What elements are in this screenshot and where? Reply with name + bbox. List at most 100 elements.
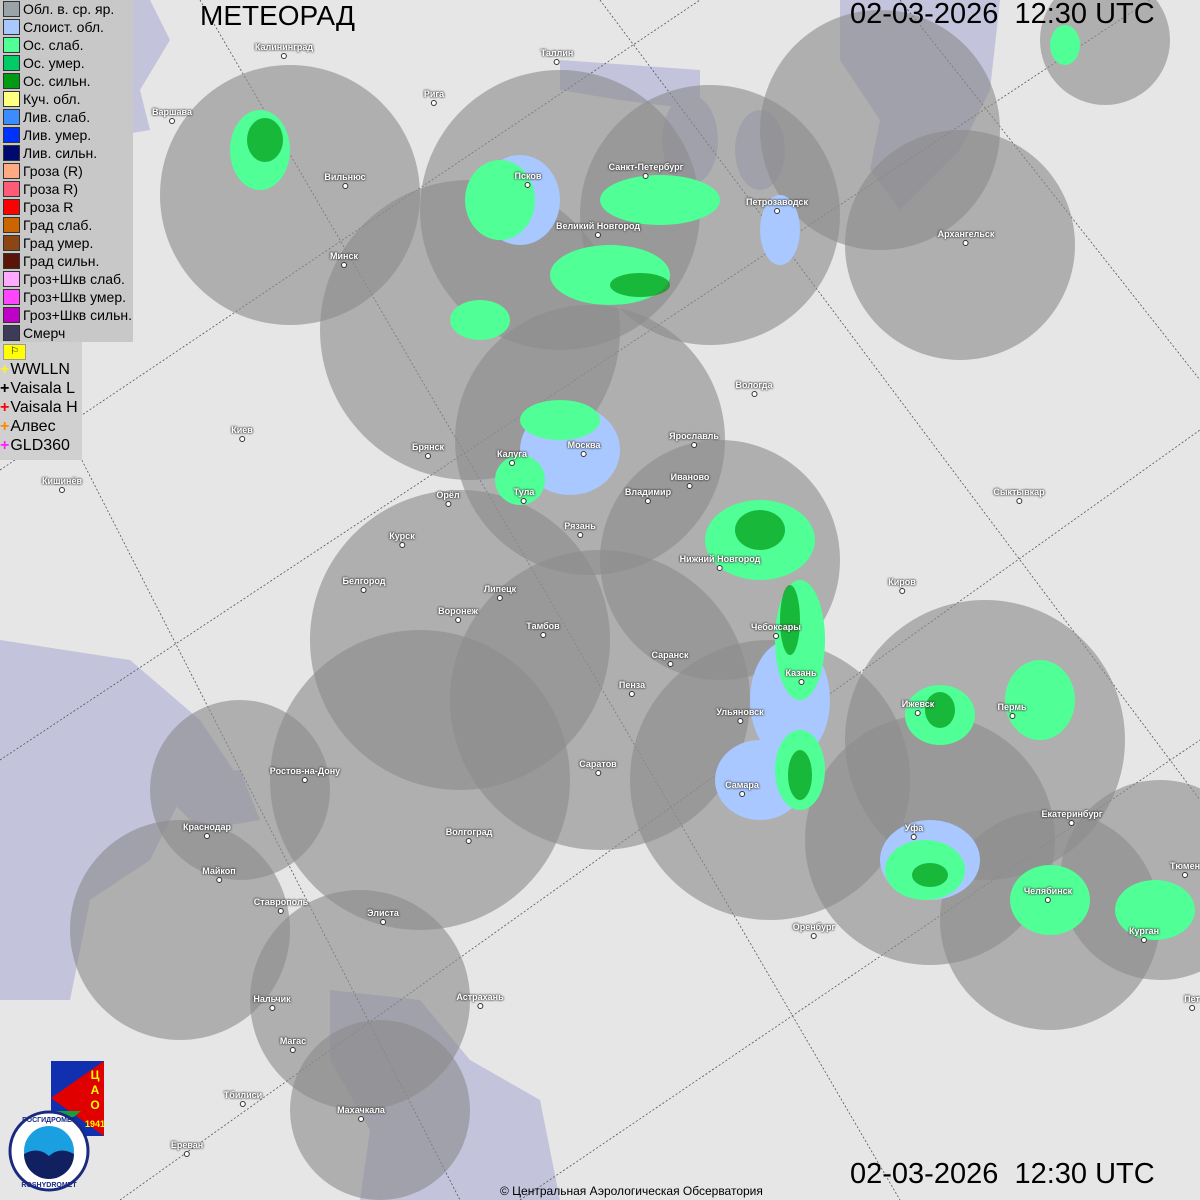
legend-item: Град слаб.	[0, 216, 133, 234]
lightning-network-label: Vaisala H	[10, 399, 78, 416]
lightning-network-label: Алвес	[10, 418, 56, 435]
city-dot-icon	[398, 542, 405, 548]
city-dot-icon	[169, 118, 175, 124]
city-marker: Калуга	[497, 449, 527, 466]
city-dot-icon	[496, 595, 503, 601]
legend-label: Куч. обл.	[23, 91, 81, 107]
city-marker: Белгород	[342, 576, 386, 593]
lightning-cross-icon: +	[0, 437, 10, 454]
city-dot-icon	[203, 833, 210, 839]
city-marker: Пет	[1184, 994, 1200, 1011]
city-dot-icon	[716, 565, 723, 571]
flag-icon[interactable]: ⚐	[3, 344, 26, 360]
radar-coverage	[70, 0, 1200, 1200]
legend-item: Обл. в. ср. яр.	[0, 0, 133, 18]
svg-text:ROSHYDROMET: ROSHYDROMET	[21, 1182, 77, 1189]
city-name: Санкт-Петербург	[608, 162, 684, 172]
legend-swatch	[3, 199, 20, 215]
city-name: Ярославль	[669, 431, 719, 441]
city-marker: Минск	[330, 251, 358, 268]
city-dot-icon	[238, 436, 245, 442]
city-marker: Санкт-Петербург	[608, 162, 684, 179]
legend-item: Слоист. обл.	[0, 18, 133, 36]
lightning-legend: ⚐ +WWLLN +Vaisala L +Vaisala H +Алвес +GLD36…	[0, 342, 82, 460]
legend-item: Лив. сильн.	[0, 144, 133, 162]
legend-label: Гроз+Шкв умер.	[23, 289, 127, 305]
city-name: Тула	[513, 487, 535, 497]
city-dot-icon	[184, 1151, 190, 1157]
legend-item: Гроз+Шкв сильн.	[0, 306, 133, 324]
legend-swatch	[3, 37, 20, 53]
city-name: Ульяновск	[716, 707, 764, 717]
city-dot-icon	[773, 633, 779, 639]
legend-label: Гроза R)	[23, 181, 79, 197]
legend-swatch	[3, 235, 20, 251]
lightning-cross-icon: +	[0, 361, 10, 378]
legend-label: Град умер.	[23, 235, 94, 251]
lightning-network-item: +Vaisala H	[0, 399, 78, 417]
city-dot-icon	[466, 838, 472, 844]
legend-swatch	[3, 163, 20, 179]
city-marker: Нижний Новгород	[680, 554, 760, 571]
city-name: Магас	[279, 1036, 307, 1046]
legend-swatch	[3, 307, 20, 323]
city-dot-icon	[643, 173, 649, 179]
city-dot-icon	[751, 391, 757, 397]
city-dot-icon	[645, 498, 651, 504]
city-marker: Нальчик	[253, 994, 291, 1011]
city-dot-icon	[666, 661, 673, 667]
legend-panel: Обл. в. ср. яр. Слоист. обл. Ос. слаб. Ос. …	[0, 0, 133, 342]
legend-label: Лив. слаб.	[23, 109, 91, 125]
legend-label: Обл. в. ср. яр.	[23, 1, 115, 17]
city-name: Киев	[231, 425, 253, 435]
city-marker: Курск	[389, 531, 415, 548]
city-marker: Сыктывкар	[993, 487, 1045, 504]
city-name: Оренбург	[792, 922, 836, 932]
city-name: Белгород	[342, 576, 386, 586]
legend-swatch	[3, 181, 20, 197]
legend-label: Град слаб.	[23, 217, 93, 233]
legend-label: Гроз+Шкв сильн.	[23, 307, 132, 323]
lightning-network-item: +Vaisala L	[0, 380, 75, 398]
city-name: Псков	[514, 171, 542, 181]
legend-swatch	[3, 127, 20, 143]
city-marker: Курган	[1129, 926, 1159, 943]
city-name: Махачкала	[337, 1105, 385, 1115]
city-dot-icon	[686, 483, 693, 489]
lightning-network-label: WWLLN	[10, 361, 70, 378]
city-marker: Махачкала	[337, 1105, 385, 1122]
city-name: Ростов-на-Дону	[269, 766, 341, 776]
city-dot-icon	[910, 834, 917, 840]
city-dot-icon	[810, 933, 817, 939]
city-name: Пермь	[997, 702, 1027, 712]
city-marker: Вильнюс	[324, 172, 366, 189]
city-marker: Рига	[424, 89, 444, 106]
city-name: Челябинск	[1023, 886, 1073, 896]
city-name: Вильнюс	[324, 172, 366, 182]
legend-label: Ос. сильн.	[23, 73, 91, 89]
city-name: Архангельск	[937, 229, 995, 239]
city-marker: Архангельск	[937, 229, 995, 246]
city-marker: Оренбург	[792, 922, 836, 939]
city-dot-icon	[577, 532, 583, 538]
city-name: Липецк	[483, 584, 517, 594]
legend-label: Гроза R	[23, 199, 74, 215]
city-dot-icon	[691, 442, 697, 448]
city-dot-icon	[595, 770, 601, 776]
lightning-network-item: +Алвес	[0, 418, 56, 436]
city-marker: Ереван	[171, 1140, 203, 1157]
city-name: Тамбов	[526, 621, 560, 631]
city-name: Саранск	[651, 650, 689, 660]
city-dot-icon	[341, 183, 348, 189]
city-dot-icon	[1015, 498, 1022, 504]
city-name: Великий Новгород	[555, 221, 641, 231]
city-dot-icon	[357, 1116, 364, 1122]
city-marker: Рязань	[564, 521, 596, 538]
city-name: Элиста	[367, 908, 399, 918]
legend-swatch	[3, 91, 20, 107]
city-marker: Москва	[568, 440, 600, 457]
city-dot-icon	[424, 453, 431, 459]
city-name: Пенза	[618, 680, 646, 690]
city-marker: Ульяновск	[716, 707, 764, 724]
